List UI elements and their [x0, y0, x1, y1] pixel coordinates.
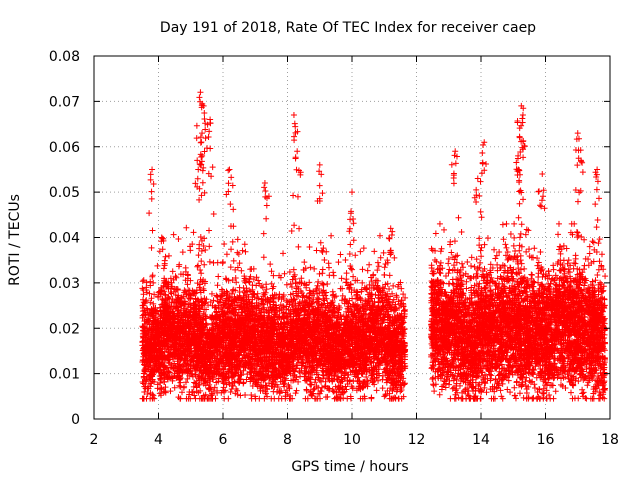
data-point [230, 257, 237, 264]
data-point [366, 261, 373, 268]
data-point [321, 256, 328, 263]
data-point [154, 262, 161, 269]
data-point [195, 252, 202, 259]
data-point [140, 277, 147, 284]
data-point [221, 241, 228, 248]
data-point [139, 278, 146, 285]
data-point [335, 259, 342, 266]
data-point [373, 387, 380, 394]
data-point [342, 256, 349, 263]
data-point [215, 273, 222, 280]
data-point [357, 248, 364, 255]
data-point [263, 286, 270, 293]
data-point [228, 246, 235, 253]
data-point [140, 395, 147, 402]
data-point [214, 282, 221, 289]
chart-title: Day 191 of 2018, Rate Of TEC Index for r… [160, 20, 536, 36]
data-point [221, 388, 228, 395]
data-point [238, 267, 245, 274]
data-point [242, 392, 249, 399]
data-point [210, 297, 217, 304]
data-point [315, 278, 322, 285]
data-point [177, 383, 184, 390]
data-point [175, 235, 182, 242]
data-point [183, 224, 190, 231]
data-point [349, 266, 356, 273]
data-point [162, 253, 169, 260]
data-point [390, 282, 397, 289]
data-point [239, 247, 246, 254]
data-point [375, 263, 382, 270]
data-point [311, 265, 318, 272]
data-point [355, 374, 362, 381]
data-point [150, 279, 157, 286]
data-point [167, 388, 174, 395]
data-point [377, 254, 384, 261]
data-point [227, 388, 234, 395]
data-point [281, 270, 288, 277]
data-point [182, 379, 189, 386]
data-point [350, 273, 357, 280]
data-point [248, 391, 255, 398]
data-point [395, 395, 402, 402]
data-point [343, 270, 350, 277]
data-point [371, 248, 378, 255]
data-point [241, 241, 248, 248]
data-point [360, 245, 367, 252]
data-point [169, 268, 176, 275]
data-point [140, 324, 147, 331]
data-point [362, 285, 369, 292]
data-point [324, 281, 331, 288]
grid-lines [94, 56, 610, 419]
data-point [380, 249, 387, 256]
data-point [179, 249, 186, 256]
data-point [320, 281, 327, 288]
data-point [306, 244, 313, 251]
data-point [337, 251, 344, 258]
data-point [301, 259, 308, 266]
data-point [307, 264, 314, 271]
data-point [235, 251, 242, 258]
data-point [227, 264, 234, 271]
data-point [330, 269, 337, 276]
data-point [242, 248, 249, 255]
data-point [148, 244, 155, 251]
data-point [347, 241, 354, 248]
data-point [295, 243, 302, 250]
data-point [368, 395, 375, 402]
data-point [280, 250, 287, 257]
data-point [255, 295, 262, 302]
data-points [139, 89, 609, 402]
data-point [192, 395, 199, 402]
data-point [187, 247, 194, 254]
data-point [165, 252, 172, 259]
data-point [379, 385, 386, 392]
data-point [267, 261, 274, 268]
data-point [364, 267, 371, 274]
data-point [381, 264, 388, 271]
